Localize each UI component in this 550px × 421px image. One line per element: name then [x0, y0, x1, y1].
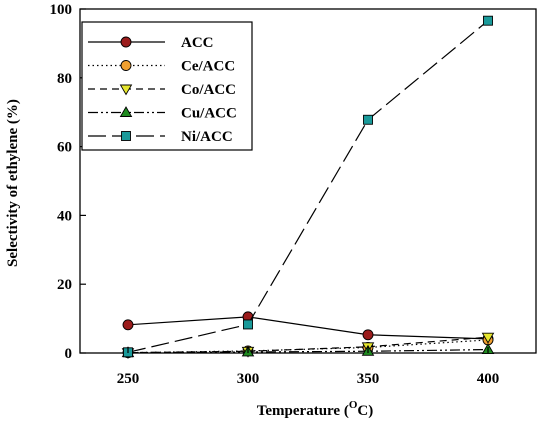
- data-point-ni-acc: [363, 114, 373, 125]
- x-tick-label: 350: [357, 371, 380, 387]
- legend-marker: [121, 131, 131, 141]
- y-tick-label: 20: [57, 277, 72, 293]
- y-tick-label: 100: [50, 2, 73, 18]
- legend-item-cu-acc: Cu/ACC: [88, 106, 237, 122]
- x-tick-label: 250: [117, 371, 140, 387]
- series-ce-acc: [122, 334, 494, 359]
- series-acc: [122, 311, 494, 345]
- x-tick-label: 300: [237, 371, 260, 387]
- legend-item-acc: ACC: [88, 35, 214, 51]
- series-cu-acc: [121, 343, 495, 358]
- legend-marker: [119, 106, 133, 117]
- legend-item-ce-acc: Ce/ACC: [88, 59, 235, 75]
- legend-item-co-acc: Co/ACC: [88, 82, 236, 98]
- series-line-cu-acc: [127, 348, 489, 354]
- data-point-co-acc: [481, 332, 495, 344]
- legend-label: Cu/ACC: [181, 106, 237, 122]
- legend-label: Co/ACC: [181, 82, 236, 98]
- legend-marker: [119, 84, 133, 96]
- data-point-ni-acc: [243, 319, 253, 330]
- x-axis-label: Temperature (OC): [257, 399, 373, 419]
- y-tick-label: 0: [65, 346, 73, 362]
- y-tick-label: 80: [57, 71, 72, 87]
- series-line-acc: [127, 316, 489, 340]
- legend-label: Ni/ACC: [181, 129, 233, 145]
- data-point-acc: [362, 329, 374, 341]
- y-axis-label: Selectivity of ethylene (%): [5, 99, 21, 267]
- y-tick-label: 40: [57, 208, 72, 224]
- legend-label: Ce/ACC: [181, 59, 235, 75]
- legend-box: [81, 21, 253, 151]
- legend-label: ACC: [181, 35, 214, 51]
- plot-area-frame: [79, 8, 537, 354]
- legend-item-ni-acc: Ni/ACC: [88, 129, 233, 145]
- legend-marker: [120, 60, 132, 71]
- data-point-ni-acc: [483, 15, 493, 26]
- data-point-acc: [122, 319, 134, 331]
- x-tick-label: 400: [477, 371, 500, 387]
- legend-marker: [120, 36, 132, 48]
- series-line-ni-acc: [127, 20, 489, 353]
- y-tick-label: 60: [57, 140, 72, 156]
